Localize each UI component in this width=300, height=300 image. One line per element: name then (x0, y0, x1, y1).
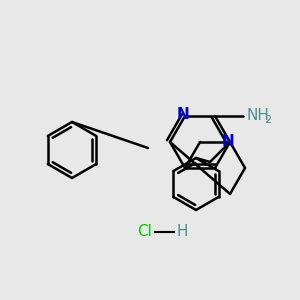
Text: 2: 2 (264, 115, 271, 125)
Text: N: N (222, 134, 234, 149)
Text: Cl: Cl (137, 224, 152, 239)
Text: H: H (177, 224, 188, 239)
Text: NH: NH (246, 107, 269, 122)
Text: N: N (177, 106, 189, 122)
